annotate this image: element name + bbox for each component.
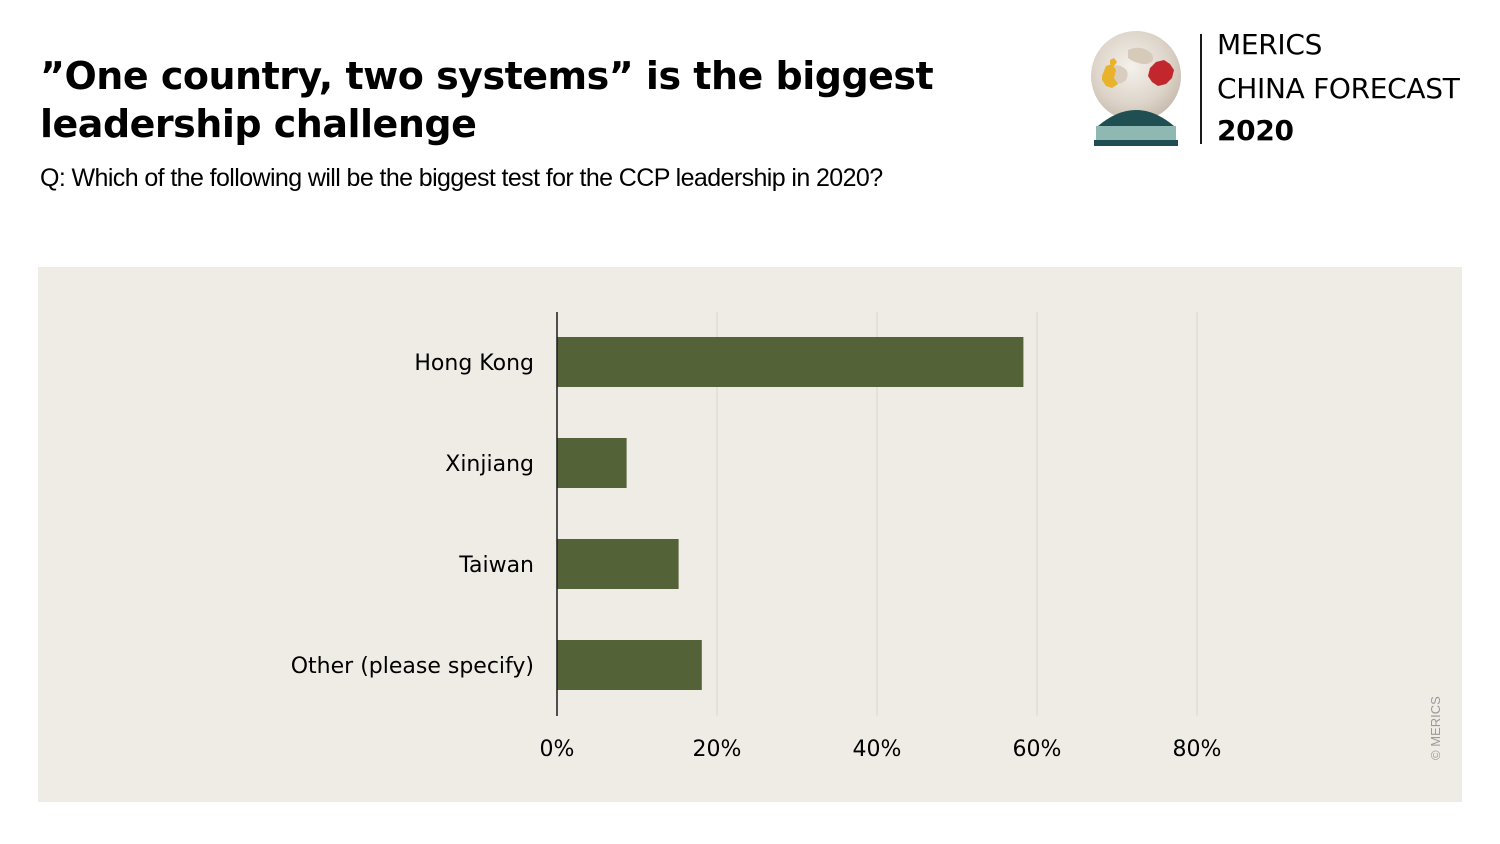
crystal-ball-icon — [1091, 31, 1181, 146]
x-tick-label: 40% — [853, 737, 902, 762]
bar-1 — [557, 438, 627, 488]
chart-subtitle: Q: Which of the following will be the bi… — [40, 164, 883, 192]
bar-3 — [557, 640, 702, 690]
bar-2 — [557, 539, 679, 589]
logo-text-china-forecast: CHINA FORECAST — [1217, 72, 1460, 105]
copyright-text: © MERICS — [1428, 696, 1443, 760]
category-label: Xinjiang — [445, 452, 534, 477]
x-tick-label: 60% — [1013, 737, 1062, 762]
category-label: Hong Kong — [414, 351, 534, 376]
chart-title: ”One country, two systems” is the bigges… — [40, 54, 934, 146]
logo-text-merics: MERICS — [1217, 28, 1323, 61]
logo-divider — [1200, 34, 1202, 144]
bar-0 — [557, 337, 1024, 387]
x-tick-label: 80% — [1173, 737, 1222, 762]
merics-logo: MERICS CHINA FORECAST 2020 — [1088, 28, 1468, 147]
bars — [557, 337, 1024, 690]
grid-lines — [716, 312, 1198, 716]
category-label: Other (please specify) — [291, 654, 534, 679]
category-label: Taiwan — [458, 553, 534, 578]
x-tick-label: 20% — [693, 737, 742, 762]
labels: 0% 20% 40% 60% 80% Hong Kong Xinjiang Taiwan Oth… — [291, 351, 1222, 762]
x-tick-label: 0% — [540, 737, 575, 762]
logo-text-year: 2020 — [1217, 114, 1294, 147]
